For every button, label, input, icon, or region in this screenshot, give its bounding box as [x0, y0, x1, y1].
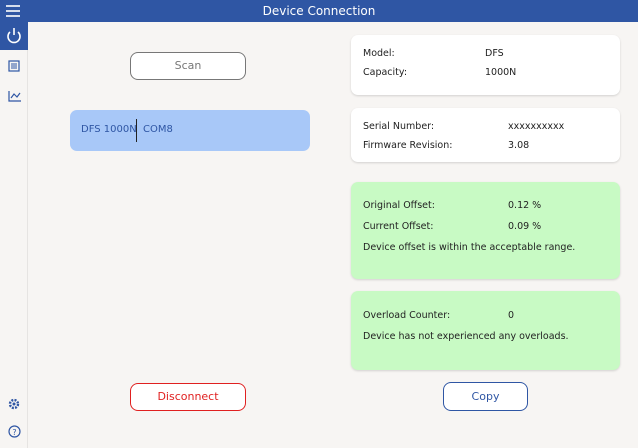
sidebar	[0, 22, 28, 448]
field-label: Overload Counter:	[363, 310, 451, 321]
field-label: Capacity:	[363, 67, 408, 78]
device-item[interactable]: DFS 1000N COM8	[70, 110, 310, 151]
field-value: 0	[508, 310, 515, 321]
device-port: COM8	[143, 124, 173, 135]
field-label: Current Offset:	[363, 221, 434, 232]
menu-icon[interactable]	[5, 4, 21, 18]
svg-text:?: ?	[12, 428, 16, 437]
device-name: DFS 1000N	[81, 124, 137, 135]
field-label: Serial Number:	[363, 121, 435, 132]
field-label: Model:	[363, 48, 395, 59]
status-message: Device offset is within the acceptable r…	[363, 242, 576, 253]
nav-chart[interactable]	[8, 90, 22, 102]
field-label: Firmware Revision:	[363, 140, 453, 151]
info-card: Overload Counter: 0 Device has not experie…	[351, 291, 620, 370]
title-bar: Device Connection	[0, 0, 638, 22]
disconnect-button[interactable]: Disconnect	[130, 383, 246, 411]
copy-button[interactable]: Copy	[443, 382, 528, 411]
nav-settings[interactable]	[8, 398, 20, 410]
field-label: Original Offset:	[363, 200, 435, 211]
field-value: 3.08	[508, 140, 530, 151]
info-card: Model: DFS Capacity: 1000N	[351, 35, 620, 95]
nav-list[interactable]	[8, 60, 20, 72]
nav-connection[interactable]	[0, 22, 28, 50]
nav-help[interactable]: ?	[8, 425, 21, 438]
separator	[136, 119, 137, 142]
info-card: Serial Number: xxxxxxxxxx Firmware Revisio…	[351, 108, 620, 162]
field-value: DFS	[485, 48, 504, 59]
info-card: Original Offset: 0.12 % Current Offset: 0.0…	[351, 182, 620, 279]
scan-button[interactable]: Scan	[130, 52, 246, 80]
window-title: Device Connection	[262, 4, 376, 18]
field-value: 1000N	[485, 67, 517, 78]
field-value: 0.09 %	[508, 221, 542, 232]
status-message: Device has not experienced any overloads…	[363, 331, 569, 342]
field-value: xxxxxxxxxx	[508, 121, 565, 132]
field-value: 0.12 %	[508, 200, 542, 211]
